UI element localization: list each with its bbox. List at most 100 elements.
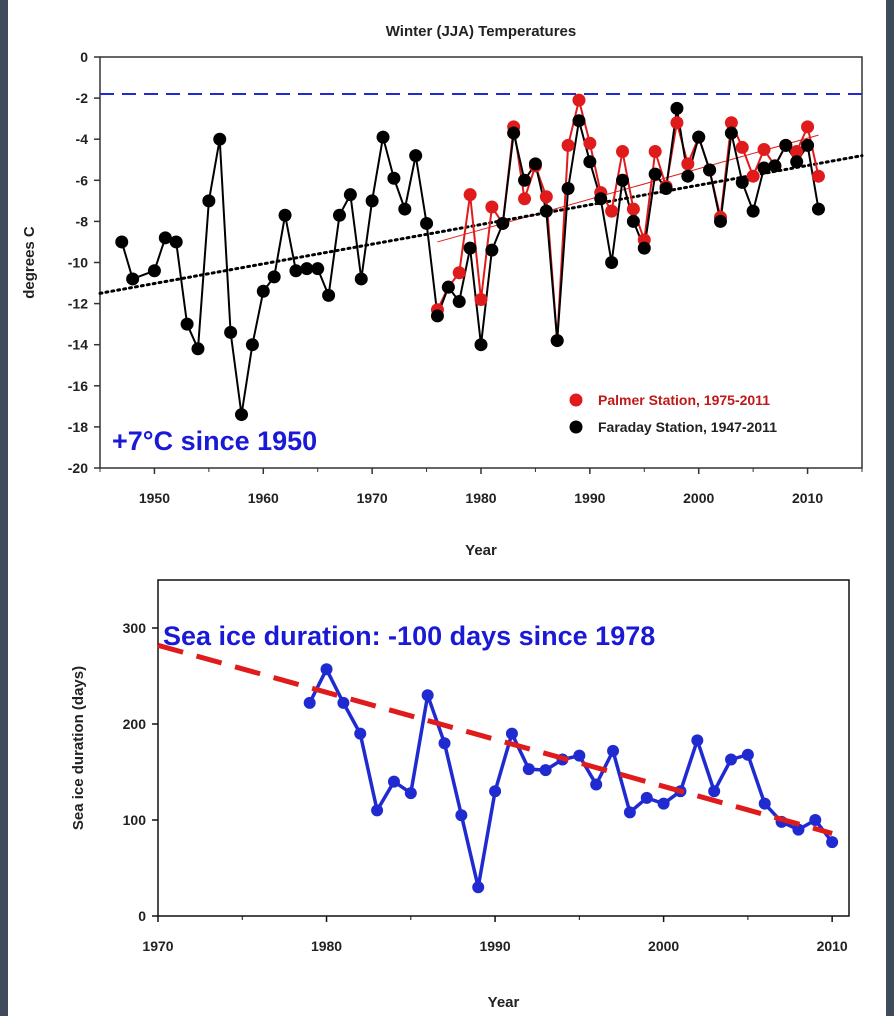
x-tick-label: 1970 [142,938,173,954]
sea-ice-data-point [607,744,620,757]
chart-title: Winter (JJA) Temperatures [386,23,576,40]
x-tick-label: 2000 [648,938,679,954]
faraday-data-point [452,295,466,309]
faraday-data-point [420,216,434,230]
faraday-data-point [224,325,238,339]
palmer-data-point [801,120,815,134]
palmer-data-point [474,292,488,306]
faraday-data-point [594,192,608,206]
sea-ice-chart: 0 100 200 300 1970 1980 1990 2000 2010 Year Sea ic… [70,579,850,1011]
faraday-data-point [191,342,205,356]
palmer-data-point [518,192,532,206]
y-tick-label: -6 [76,172,89,188]
sea-ice-data-point [725,753,738,766]
sea-ice-data-point [708,785,721,798]
x-tick-label: 1980 [465,490,496,506]
sea-ice-data-point [404,787,417,800]
sea-ice-data-point [792,823,805,836]
sea-ice-data-point [826,836,839,849]
x-tick-label: 1950 [139,490,170,506]
x-tick-label: 1960 [248,490,279,506]
y-tick-label: -12 [68,296,88,312]
palmer-data-point [463,188,477,202]
sea-ice-data-point [640,791,653,804]
faraday-data-point [387,171,401,185]
y-tick-label: 0 [80,49,88,65]
y-tick-label: 200 [123,716,147,732]
faraday-data-point [474,338,488,352]
palmer-data-point [790,145,804,159]
sea-ice-data-point [741,748,754,761]
sea-ice-data-point [438,737,451,750]
y-tick-label: -18 [68,419,88,435]
faraday-data-point [528,157,542,171]
faraday-data-point [724,126,738,140]
faraday-data-point [235,408,249,422]
sea-ice-data-point [573,749,586,762]
sea-ice-data-point [505,727,518,740]
faraday-data-point [126,272,140,286]
faraday-data-point [430,309,444,323]
palmer-data-point [616,145,630,159]
faraday-data-point [213,132,227,146]
faraday-data-point [322,288,336,302]
sea-ice-data-point [623,806,636,819]
faraday-data-point [496,216,510,230]
faraday-data-point [409,149,423,163]
x-axis-label: Year [465,542,497,559]
faraday-data-point [713,214,727,228]
plot-frame [157,579,850,917]
palmer-data-point [572,93,586,107]
palmer-data-point [735,140,749,154]
sea-ice-data-point [371,804,384,817]
faraday-data-point [256,284,270,298]
x-axis-label: Year [488,994,520,1011]
palmer-data-point [670,116,684,130]
faraday-data-point [768,159,782,173]
faraday-data-point [202,194,216,208]
faraday-data-point [583,155,597,169]
palmer-data-point [681,157,695,171]
faraday-data-point [343,188,357,202]
sea-ice-trend-line [157,642,833,836]
y-tick-label: -16 [68,378,88,394]
faraday-data-point [681,169,695,183]
sea-ice-data-point [320,663,333,676]
legend-marker [569,393,583,407]
faraday-data-point [158,231,172,245]
faraday-data-point [289,264,303,278]
faraday-data-point [757,161,771,175]
sea-ice-annotation: Sea ice duration: -100 days since 1978 [163,621,655,651]
sea-ice-data-point [455,809,468,822]
y-tick-label: -4 [76,131,89,147]
faraday-data-point [245,338,259,352]
faraday-data-point [746,204,760,218]
y-tick-label: -14 [68,337,88,353]
faraday-data-point [365,194,379,208]
palmer-data-point [757,142,771,156]
faraday-data-point [626,214,640,228]
y-tick-label: -2 [76,90,89,106]
sea-ice-data-point [522,763,535,776]
faraday-data-point [703,163,717,177]
y-axis-label: degrees C [21,226,38,299]
legend-label: Palmer Station, 1975-2011 [598,392,770,408]
sea-ice-data-point [303,696,316,709]
faraday-data-point [169,235,183,249]
faraday-data-point [441,280,455,294]
palmer-data-point [811,169,825,183]
x-tick-label: 1970 [357,490,388,506]
palmer-data-point [561,138,575,152]
warming-annotation: +7°C since 1950 [112,426,317,456]
faraday-data-point [507,126,521,140]
faraday-data-point [485,243,499,257]
y-axis-label: Sea ice duration (days) [70,666,87,830]
palmer-data-point [539,190,553,204]
faraday-data-point [332,208,346,222]
x-tick-label: 1990 [574,490,605,506]
y-tick-label: -20 [68,460,88,476]
palmer-data-point [605,204,619,218]
faraday-data-point [518,173,532,187]
faraday-data-point [735,175,749,189]
faraday-data-point [811,202,825,216]
